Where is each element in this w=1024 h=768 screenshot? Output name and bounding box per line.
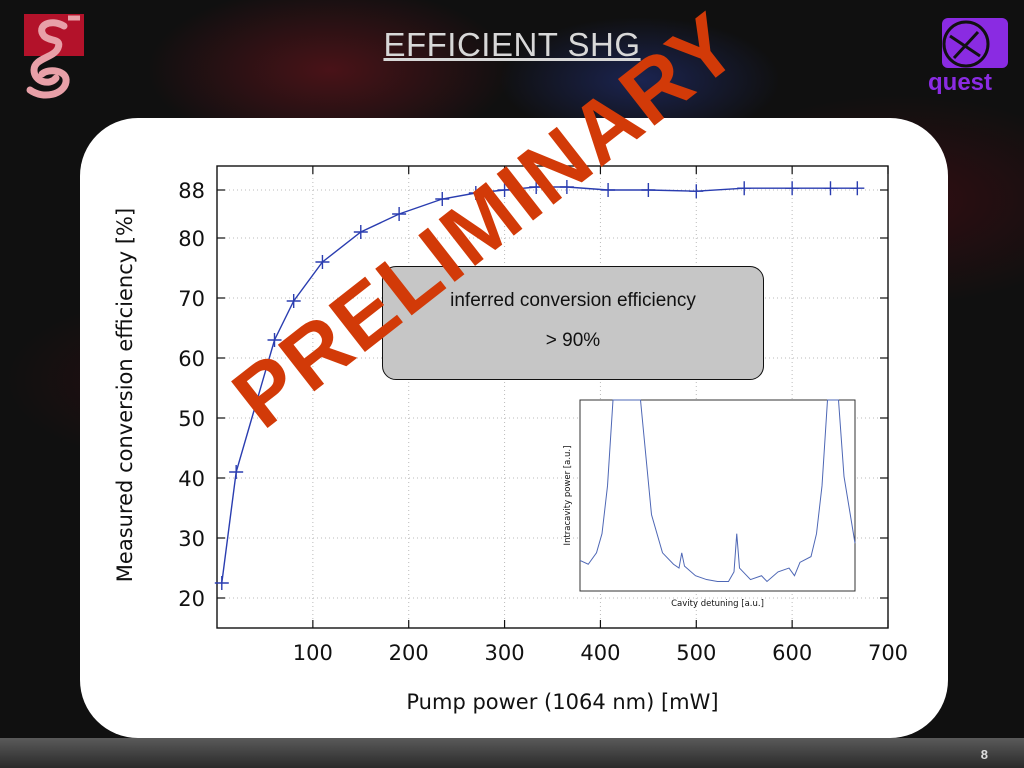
y-tick-label: 60	[178, 347, 205, 371]
data-point	[353, 225, 368, 239]
data-point	[529, 180, 544, 194]
y-tick-label: 70	[178, 287, 205, 311]
data-point	[468, 186, 483, 200]
plot-frame	[216, 165, 889, 629]
inset-series-line	[579, 399, 856, 583]
x-tick-label: 300	[485, 641, 525, 665]
footer-bar	[0, 738, 1024, 768]
plot-layer: 100 200 300 400 500 600 700 20 30 40 50 60 70 80 88 Pum…	[113, 165, 908, 714]
data-point	[267, 333, 282, 347]
data-point	[785, 181, 800, 196]
data-point	[315, 255, 330, 269]
inset-frame	[579, 399, 856, 592]
data-point	[559, 180, 574, 194]
x-tick-label: 400	[580, 641, 620, 665]
callout-line2: > 90%	[545, 330, 601, 351]
data-point	[392, 207, 407, 221]
data-point	[229, 465, 244, 479]
data-point	[601, 183, 616, 197]
quest-logo: quest	[928, 18, 1008, 94]
inset-x-label: Cavity detuning [a.u.]	[671, 599, 764, 609]
y-tick-label: 30	[178, 527, 205, 551]
data-point	[641, 183, 656, 197]
data-point	[823, 181, 838, 196]
callout-line1: inferred conversion efficiency	[450, 290, 696, 311]
x-tick-label: 100	[293, 641, 333, 665]
x-axis-label: Pump power (1064 nm) [mW]	[406, 690, 718, 714]
y-tick-label: 80	[178, 227, 205, 251]
y-tick-label: 40	[178, 467, 205, 491]
x-tick-label: 200	[389, 641, 429, 665]
y-axis-label: Measured conversion efficiency [%]	[113, 208, 137, 582]
y-tick-label: 20	[178, 587, 205, 611]
data-point	[737, 181, 752, 196]
y-tick-label: 88	[178, 179, 205, 203]
inset-chart: Cavity detuning [a.u.] Intracavity power …	[563, 399, 856, 609]
x-tick-label: 700	[868, 641, 908, 665]
data-point	[286, 294, 301, 308]
inset-y-label: Intracavity power [a.u.]	[563, 446, 573, 546]
y-tick-label: 50	[178, 407, 205, 431]
left-logo	[24, 14, 84, 99]
slide-title: EFFICIENT SHG	[383, 26, 641, 63]
data-point	[435, 192, 450, 206]
callout-box: inferred conversion efficiency > 90%	[382, 266, 764, 380]
data-point	[689, 184, 704, 199]
data-point	[850, 181, 865, 196]
quest-logo-text: quest	[928, 69, 992, 94]
x-tick-label: 500	[676, 641, 716, 665]
x-tick-label: 600	[772, 641, 812, 665]
page-number: 8	[980, 747, 988, 762]
data-point	[497, 183, 512, 197]
data-point	[214, 576, 229, 590]
